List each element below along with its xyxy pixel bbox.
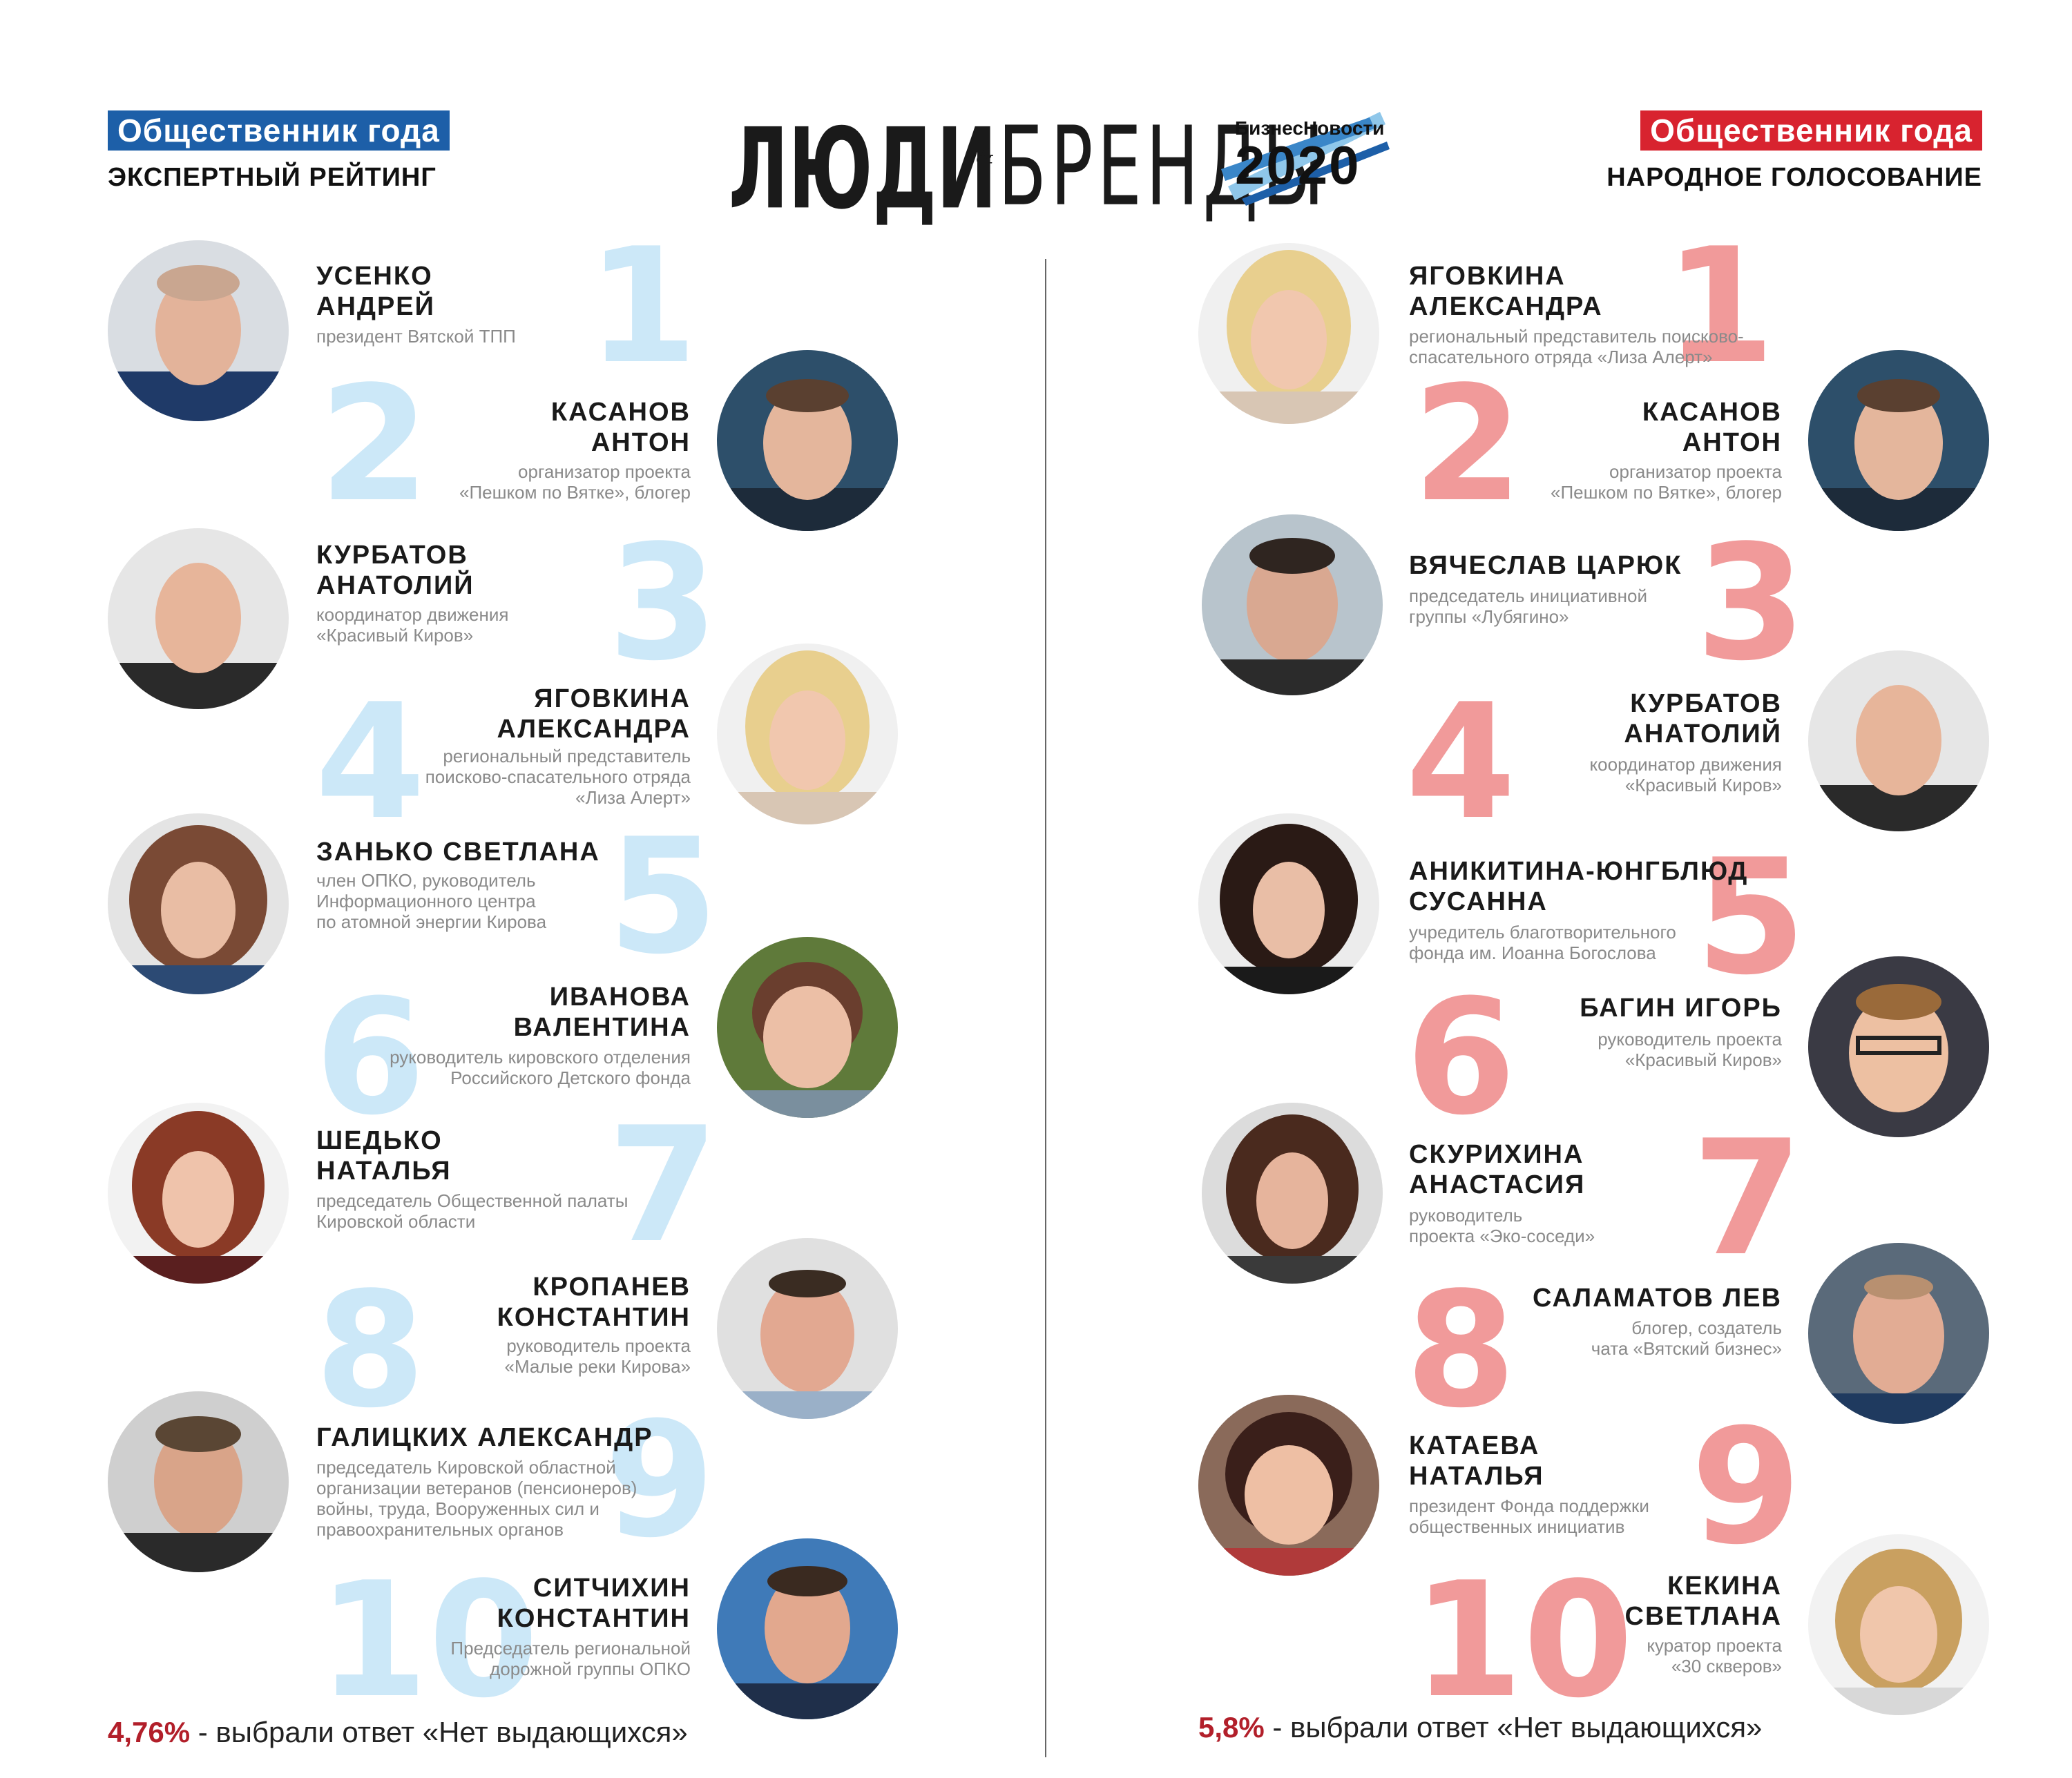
person-role: президент Фонда поддержки общественных и… — [1409, 1496, 1649, 1537]
person-role: организатор проекта «Пешком по Вятке», б… — [1550, 461, 1782, 503]
vote-no-outstanding-percent: 5,8% — [1198, 1711, 1265, 1743]
rank-number: 3 — [1696, 512, 1807, 696]
brush-stroke-icon — [1221, 112, 1390, 206]
rank-number: 10 — [1412, 1549, 1634, 1733]
rank-number: 2 — [319, 353, 430, 537]
logo-word-lyudi: ЛЮДИ — [729, 104, 997, 235]
person-role: блогер, создатель чата «Вятский бизнес» — [1591, 1317, 1782, 1359]
person-role: учредитель благотворительного фонда им. … — [1409, 922, 1676, 963]
person-name: АНИКИТИНА-ЮНГБЛЮД СУСАННА — [1409, 857, 1749, 916]
rank-number: 4 — [315, 670, 426, 855]
photo-usenko — [108, 240, 289, 421]
person-name: ЯГОВКИНА АЛЕКСАНДРА — [497, 684, 691, 744]
person-role: руководитель кировского отделения Россий… — [390, 1047, 691, 1088]
photo-ivanova — [717, 937, 898, 1118]
rank-number: 7 — [1692, 1107, 1803, 1291]
person-name: СИТЧИХИН КОНСТАНТИН — [497, 1574, 691, 1633]
rank-number: 9 — [1691, 1395, 1802, 1580]
expert-rating-badge: Общественник года — [108, 110, 450, 151]
person-name: ЗАНЬКО СВЕТЛАНА — [316, 838, 600, 867]
expert-footer-text: - выбрали ответ «Нет выдающихся» — [190, 1716, 688, 1748]
photo-zanko — [108, 813, 289, 994]
vote-footer-note: 5,8% - выбрали ответ «Нет выдающихся» — [1198, 1711, 1762, 1744]
person-name: БАГИН ИГОРЬ — [1580, 994, 1782, 1023]
person-name: КУРБАТОВ АНАТОЛИЙ — [1624, 689, 1782, 748]
photo-yagovkina — [1198, 243, 1379, 424]
rank-number: 8 — [315, 1259, 426, 1443]
photo-galitskikh — [108, 1391, 289, 1572]
photo-kasanov — [717, 350, 898, 531]
person-role: координатор движения «Красивый Киров» — [316, 604, 509, 646]
biznes-novosti-2020-logo: БизнесНовости 2020 — [1221, 104, 1394, 207]
rank-number: 9 — [604, 1389, 716, 1573]
person-role: председатель инициативной группы «Лубяги… — [1409, 586, 1647, 627]
photo-kasanov — [1808, 350, 1989, 531]
rank-number: 1 — [1665, 215, 1776, 399]
expert-rating-subtitle: ЭКСПЕРТНЫЙ РЕЙТИНГ — [108, 163, 437, 192]
photo-bagin — [1808, 956, 1989, 1137]
rank-number: 6 — [1406, 966, 1517, 1150]
expert-no-outstanding-percent: 4,76% — [108, 1716, 191, 1748]
person-role: член ОПКО, руководитель Информационного … — [316, 870, 547, 932]
person-role: руководитель проекта «Малые реки Кирова» — [504, 1335, 691, 1377]
person-name: ГАЛИЦКИХ АЛЕКСАНДР — [316, 1423, 653, 1452]
photo-kekina — [1808, 1534, 1989, 1715]
person-name: КАТАЕВА НАТАЛЬЯ — [1409, 1431, 1544, 1491]
photo-kurbatov — [1808, 650, 1989, 831]
person-name: ЯГОВКИНА АЛЕКСАНДРА — [1409, 262, 1603, 321]
rank-number: 8 — [1406, 1259, 1517, 1443]
rank-number: 6 — [315, 966, 426, 1150]
person-role: куратор проекта «30 скверов» — [1647, 1635, 1782, 1676]
person-name: СКУРИХИНА АНАСТАСИЯ — [1409, 1140, 1586, 1199]
person-name: КЕКИНА СВЕТЛАНА — [1624, 1572, 1782, 1631]
person-role: Председатель региональной дорожной групп… — [450, 1638, 691, 1679]
person-role: руководитель проекта «Эко-соседи» — [1409, 1205, 1595, 1246]
person-role: координатор движения «Красивый Киров» — [1589, 754, 1782, 795]
person-name: САЛАМАТОВ ЛЕВ — [1533, 1284, 1782, 1313]
person-name: УСЕНКО АНДРЕЙ — [316, 262, 435, 321]
person-role: председатель Кировской областной организ… — [316, 1457, 637, 1540]
expert-footer-note: 4,76% - выбрали ответ «Нет выдающихся» — [108, 1716, 688, 1749]
photo-sitchikhin — [717, 1538, 898, 1719]
photo-anikitina — [1198, 813, 1379, 994]
rank-number: 7 — [608, 1094, 719, 1278]
rank-number: 3 — [608, 512, 719, 696]
rank-number: 4 — [1406, 670, 1517, 855]
photo-kataeva — [1198, 1395, 1379, 1576]
public-vote-badge: Общественник года — [1640, 110, 1982, 151]
person-name: ШЕДЬКО НАТАЛЬЯ — [316, 1126, 452, 1186]
logo-ampersand: & — [976, 145, 995, 169]
photo-kurbatov — [108, 528, 289, 709]
rank-number: 10 — [318, 1549, 539, 1733]
photo-yagovkina — [717, 644, 898, 824]
person-name: КУРБАТОВ АНАТОЛИЙ — [316, 541, 474, 600]
rank-number: 2 — [1412, 353, 1524, 537]
photo-shedko — [108, 1103, 289, 1284]
person-name: ИВАНОВА ВАЛЕНТИНА — [513, 983, 691, 1042]
person-role: руководитель проекта «Красивый Киров» — [1598, 1029, 1782, 1070]
person-role: региональный представитель поисково- спа… — [1409, 326, 1744, 367]
person-name: КАСАНОВ АНТОН — [1642, 398, 1782, 457]
person-role: организатор проекта «Пешком по Вятке», б… — [459, 461, 691, 503]
rank-number: 5 — [1696, 826, 1807, 1010]
photo-skurikhina — [1202, 1103, 1383, 1284]
vote-footer-text: - выбрали ответ «Нет выдающихся» — [1264, 1711, 1763, 1743]
brand-year: 2020 — [1235, 135, 1361, 195]
person-name: КАСАНОВ АНТОН — [550, 398, 691, 457]
rank-number: 5 — [608, 805, 719, 989]
photo-salamatov — [1808, 1243, 1989, 1424]
rank-number: 1 — [587, 215, 698, 399]
person-name: КРОПАНЕВ КОНСТАНТИН — [497, 1273, 691, 1332]
person-role: региональный представитель поисково-спас… — [425, 746, 691, 808]
photo-tsaryuk — [1202, 514, 1383, 695]
photo-kropanev — [717, 1238, 898, 1419]
brand-name: БизнесНовости — [1235, 117, 1385, 139]
person-role: президент Вятской ТПП — [316, 326, 516, 347]
column-divider — [1045, 259, 1046, 1757]
person-name: ВЯЧЕСЛАВ ЦАРЮК — [1409, 551, 1682, 580]
person-role: председатель Общественной палаты Кировск… — [316, 1190, 629, 1232]
public-vote-subtitle: НАРОДНОЕ ГОЛОСОВАНИЕ — [1606, 163, 1982, 192]
